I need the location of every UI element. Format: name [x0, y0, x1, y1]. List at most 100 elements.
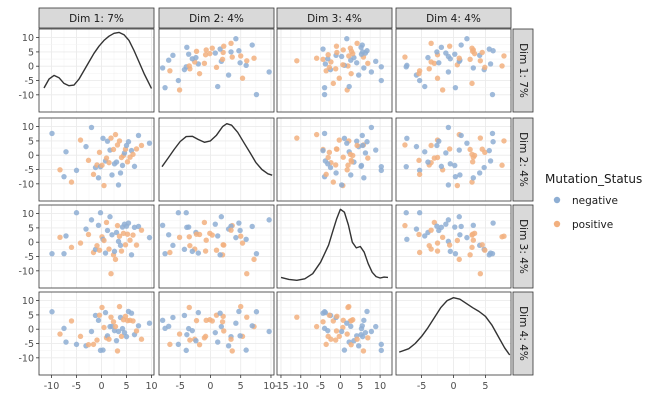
- scatter-point: [187, 242, 193, 249]
- panel-border: [395, 204, 512, 289]
- scatter-point: [83, 226, 89, 232]
- scatter-point: [101, 324, 107, 331]
- scatter-point: [61, 250, 67, 257]
- row-strip-label: Dim 4: 4%: [517, 306, 529, 361]
- scatter-point: [346, 83, 352, 90]
- row-strip-label: Dim 2: 4%: [517, 132, 529, 187]
- scatter-point: [325, 327, 331, 334]
- scatter-point: [320, 310, 326, 316]
- scatter-point: [469, 232, 475, 238]
- scatter-point: [327, 164, 334, 171]
- scatter-point: [416, 157, 422, 164]
- scatter-point: [219, 319, 226, 325]
- scatter-point: [346, 303, 352, 310]
- scatter-point: [294, 135, 300, 141]
- scatter-point: [456, 147, 462, 153]
- scatter-point: [201, 219, 208, 226]
- scatter-point: [323, 341, 329, 348]
- scatter-point: [253, 91, 260, 98]
- scatter-point: [325, 333, 331, 340]
- scatter-point: [336, 75, 342, 81]
- panel-r2-c1: [38, 117, 155, 202]
- scatter-point: [229, 348, 235, 354]
- scatter-point: [117, 242, 124, 249]
- scatter-point: [443, 50, 449, 56]
- scatter-point: [439, 87, 446, 93]
- scatter-point: [117, 170, 124, 176]
- scatter-point: [362, 150, 369, 156]
- scatter-point: [325, 161, 331, 167]
- scatter-point: [434, 142, 440, 149]
- scatter-point: [348, 70, 354, 77]
- scatter-point: [186, 304, 192, 311]
- scatter-point: [221, 43, 227, 49]
- scatter-point: [104, 227, 111, 234]
- panel-r2-c2: [158, 117, 275, 202]
- scatter-point: [469, 179, 475, 185]
- scatter-point: [333, 146, 340, 152]
- scatter-point: [358, 163, 364, 170]
- scatter-point: [159, 65, 166, 71]
- scatter-point: [106, 159, 112, 166]
- panel-border: [276, 204, 393, 289]
- scatter-point: [364, 139, 370, 145]
- x-tick-label: 0: [450, 381, 456, 392]
- panel-r3-c1: [38, 204, 155, 289]
- scatter-point: [361, 175, 367, 181]
- scatter-point: [201, 60, 208, 67]
- scatter-point: [320, 147, 326, 154]
- scatter-point: [184, 44, 190, 51]
- scatter-point: [334, 313, 340, 320]
- column-strip: [158, 7, 275, 29]
- scatter-point: [458, 132, 464, 139]
- panel-border: [38, 204, 155, 289]
- scatter-point: [115, 182, 122, 188]
- panel-grid: Dim 1: 7% Dim 2: 4% Dim 3: 4% Dim 4: 4% Dim …: [18, 7, 534, 392]
- scatter-point: [159, 317, 166, 324]
- scatter-point: [470, 237, 477, 243]
- scatter-point: [445, 69, 452, 75]
- scatter-point: [90, 171, 97, 178]
- scatter-point: [499, 63, 505, 69]
- scatter-point: [266, 69, 272, 75]
- panel-r3-c4: [395, 204, 512, 289]
- y-tick-label: 10: [22, 296, 34, 307]
- scatter-point: [332, 66, 339, 72]
- scatter-point: [101, 237, 107, 244]
- x-tick-label: 10: [145, 381, 157, 392]
- scatter-point: [479, 146, 485, 152]
- scatter-point: [243, 236, 249, 243]
- scatter-point: [104, 138, 111, 144]
- panel-background: [39, 29, 154, 112]
- y-tick-label: -5: [25, 76, 34, 87]
- scatter-point: [49, 250, 55, 257]
- scatter-point: [416, 167, 423, 174]
- scatter-point: [77, 333, 84, 340]
- scatter-point: [113, 159, 120, 165]
- x-tick-label: 5: [357, 381, 363, 392]
- scatter-point: [446, 242, 453, 248]
- scatter-point: [63, 233, 69, 239]
- scatter-point: [479, 242, 485, 248]
- x-tick-label: -5: [417, 381, 426, 392]
- scatter-point: [184, 331, 190, 338]
- scatter-point: [103, 219, 110, 226]
- scatter-point: [365, 60, 371, 67]
- y-tick-label: 5: [28, 310, 34, 321]
- scatter-point: [49, 130, 55, 137]
- column-strip: [395, 7, 512, 29]
- y-tick-label: 10: [22, 209, 34, 220]
- panel-border: [38, 117, 155, 202]
- x-tick-label: -5: [175, 381, 184, 392]
- scatter-point: [221, 242, 227, 248]
- scatter-point: [346, 53, 352, 59]
- scatter-point: [244, 314, 250, 320]
- scatter-point: [332, 162, 339, 168]
- scatter-point: [219, 56, 226, 63]
- scatter-point: [213, 64, 220, 71]
- scatter-point: [467, 252, 473, 258]
- scatter-point: [229, 54, 235, 60]
- y-tick-label: -5: [25, 252, 34, 263]
- scatter-point: [212, 221, 218, 227]
